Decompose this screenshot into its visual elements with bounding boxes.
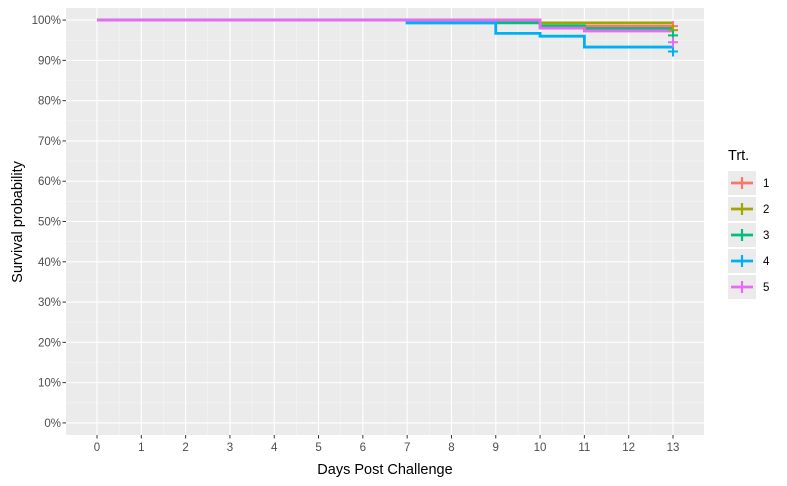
x-tick-label: 9 [493, 442, 499, 454]
x-axis: 0 1 2 3 4 5 6 7 8 9 10 11 12 13 [94, 435, 680, 454]
x-tick-label: 3 [227, 442, 233, 454]
legend-item-trt-5: 5 [728, 275, 769, 299]
legend: Trt. 1 2 3 4 5 [728, 148, 770, 299]
x-tick-label: 0 [94, 442, 100, 454]
x-tick-label: 8 [448, 442, 454, 454]
censor-mark-trt-5 [667, 37, 678, 48]
legend-title: Trt. [728, 148, 749, 164]
x-tick-label: 5 [315, 442, 321, 454]
y-tick-label: 10% [38, 378, 61, 390]
y-axis: 0% 10% 20% 30% 40% 50% 60% 70% 80% 90% 100% [32, 15, 66, 430]
y-tick-label: 100% [32, 15, 61, 27]
x-tick-label: 12 [622, 442, 635, 454]
censor-mark-trt-4 [667, 46, 678, 57]
x-tick-label: 1 [138, 442, 144, 454]
y-tick-label: 80% [38, 96, 61, 108]
y-tick-label: 90% [38, 55, 61, 67]
x-tick-label: 4 [271, 442, 278, 454]
y-tick-label: 70% [38, 136, 61, 148]
legend-item-trt-3: 3 [728, 223, 769, 247]
legend-items: 1 2 3 4 5 [728, 171, 770, 299]
legend-item-trt-2: 2 [728, 197, 769, 221]
x-tick-label: 10 [534, 442, 547, 454]
series-line-trt-5 [97, 18, 673, 33]
y-tick-label: 40% [38, 257, 61, 269]
legend-item-trt-4: 4 [728, 249, 770, 273]
y-tick-label: 30% [38, 297, 61, 309]
x-tick-label: 6 [360, 442, 366, 454]
legend-label: 4 [763, 256, 770, 268]
y-tick-label: 60% [38, 176, 61, 188]
x-tick-label: 7 [404, 442, 410, 454]
y-tick-label: 0% [44, 418, 61, 430]
y-axis-title: Survival probability [10, 160, 26, 282]
legend-label: 1 [763, 178, 769, 190]
legend-label: 3 [763, 230, 769, 242]
x-tick-label: 11 [578, 442, 590, 454]
x-tick-label: 2 [182, 442, 188, 454]
legend-item-trt-1: 1 [728, 171, 769, 195]
censor-marks [667, 21, 678, 57]
y-tick-label: 20% [38, 337, 61, 349]
series-lines [97, 18, 673, 49]
x-tick-label: 13 [667, 442, 680, 454]
y-tick-label: 50% [38, 217, 61, 229]
x-axis-title: Days Post Challenge [317, 462, 452, 478]
legend-label: 5 [763, 282, 769, 294]
legend-label: 2 [763, 204, 769, 216]
series-line-trt-4 [97, 18, 673, 49]
